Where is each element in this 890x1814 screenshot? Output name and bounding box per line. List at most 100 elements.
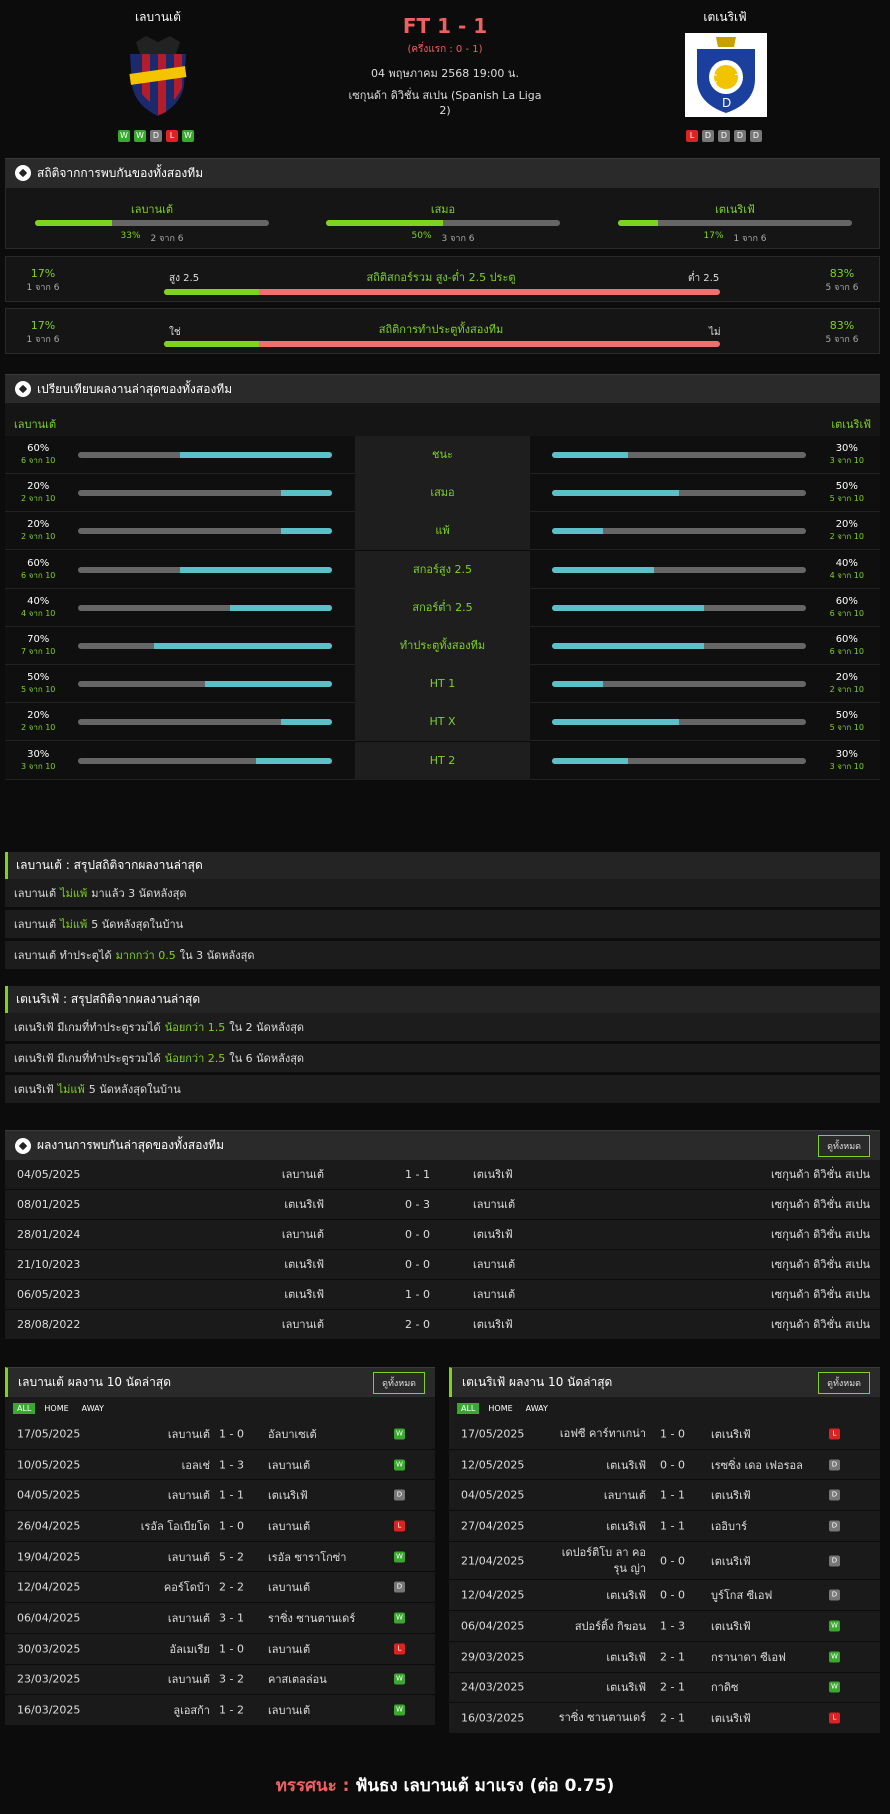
- home-team: ราซิ่ง ซานตานเดร์: [558, 1711, 646, 1725]
- result-badge: W: [394, 1459, 405, 1471]
- match-date: 10/05/2025: [17, 1458, 81, 1472]
- result-badge: D: [394, 1581, 405, 1593]
- table-row: 12/05/2025 เตเนริเฟ้ 0 - 0 เรซซิ่ง เดอ เฟอร…: [449, 1449, 880, 1481]
- score: 1 - 1: [660, 1519, 685, 1533]
- away-count: 6 จาก 10: [829, 647, 864, 656]
- bar-fill: [326, 220, 443, 226]
- compare-home-side: 50% 5 จาก 10: [5, 665, 355, 704]
- score: 1 - 0: [219, 1427, 244, 1441]
- tab-away[interactable]: AWAY: [81, 1403, 104, 1413]
- compare-row: 50% 5 จาก 10 HT 1 20% 2 จาก 10: [5, 665, 880, 704]
- tab-home[interactable]: HOME: [488, 1403, 513, 1413]
- away-last10-header: เตเนริเฟ้ ผลงาน 10 นัดล่าสุด ดูทั้งหมด: [449, 1367, 880, 1397]
- home-team: เตเนริเฟ้: [606, 1681, 646, 1695]
- bar-fill: [552, 604, 705, 611]
- away-team: อัลบาเซเต้: [268, 1427, 317, 1441]
- match-date: 16/03/2025: [17, 1703, 81, 1717]
- score: 1 - 1: [660, 1488, 685, 1502]
- away-pct: 40%: [835, 557, 858, 569]
- away-team: เลบานเต้: [473, 1258, 516, 1271]
- home-team: เตเนริเฟ้: [284, 1258, 324, 1271]
- home-bar: [78, 490, 332, 497]
- match-date: 12/04/2025: [461, 1588, 525, 1602]
- view-all-button[interactable]: ดูทั้งหมด: [818, 1372, 870, 1394]
- bar-fill: [281, 719, 332, 726]
- summary-text: เตเนริเฟ้ มีเกมที่ทำประตูรวมได้: [14, 1021, 161, 1034]
- compare-away-label: เตเนริเฟ้: [831, 418, 871, 431]
- home-team: เตเนริเฟ้: [284, 1198, 324, 1211]
- away-team: เลบานเต้: [473, 1198, 516, 1211]
- home-team: เอลเช่: [181, 1458, 210, 1472]
- summary-text: ใน 3 นัดหลังสุด: [179, 949, 255, 962]
- tab-all[interactable]: ALL: [457, 1402, 480, 1414]
- home-count: 5 จาก 10: [21, 685, 56, 695]
- compare-away-side: 40% 4 จาก 10: [530, 550, 880, 589]
- compare-row: 70% 7 จาก 10 ทำประตูทั้งสองทีม 60% 6 จาก 10: [5, 627, 880, 665]
- bar-fill: [230, 604, 332, 611]
- summary-text: เลบานเต้: [14, 887, 57, 900]
- home-stat: 60% 6 จาก 10: [21, 443, 55, 467]
- result-badge: W: [829, 1651, 840, 1663]
- compare-away-side: 60% 6 จาก 10: [530, 627, 880, 665]
- result-badge: W: [394, 1428, 405, 1440]
- form-badge: D: [150, 130, 162, 142]
- view-all-button[interactable]: ดูทั้งหมด: [818, 1135, 870, 1157]
- recent-h2h: ผลงานการพบกันล่าสุดของทั้งสองทีม ดูทั้งห…: [5, 1130, 880, 1340]
- home-team: เอฟซี คาร์ทาเกน่า: [559, 1426, 646, 1440]
- away-bar: [552, 643, 806, 649]
- yes-label: ใช่: [169, 327, 181, 338]
- football-icon: [15, 1137, 31, 1154]
- match-date: 28/08/2022: [17, 1318, 81, 1331]
- table-row: 04/05/2025 เลบานเต้ 1 - 1 เตเนริเฟ้ D: [5, 1480, 435, 1512]
- compare-home-side: 20% 2 จาก 10: [5, 474, 355, 513]
- bar-fill: [35, 220, 113, 226]
- score: 1 - 2: [219, 1703, 244, 1717]
- away-team: เลบานเต้: [268, 1519, 311, 1533]
- home-team: เดปอร์ติโบ ลา คอรุน ญ่า: [561, 1545, 646, 1575]
- home-stat: 40% 4 จาก 10: [21, 596, 55, 620]
- table-row: 06/04/2025 เลบานเต้ 3 - 1 ราซิ่ง ซานตานเดร์…: [5, 1603, 435, 1634]
- table-row: 17/05/2025 เอฟซี คาร์ทาเกน่า 1 - 0 เตเนริเฟ…: [449, 1419, 880, 1450]
- home-count: 6 จาก 10: [21, 456, 56, 465]
- section-title: เลบานเต้ ผลงาน 10 นัดล่าสุด: [18, 1375, 172, 1389]
- away-count: 3 จาก 10: [829, 456, 864, 465]
- away-pct: 20%: [835, 672, 858, 684]
- away-bar: [552, 719, 806, 726]
- svg-text:C: C: [709, 72, 717, 86]
- compare-header: เปรียบเทียบผลงานล่าสุดของทั้งสองทีม: [5, 374, 880, 403]
- under-label: ต่ำ 2.5: [688, 273, 720, 284]
- score: 2 - 0: [405, 1318, 430, 1331]
- home-bar: [78, 681, 332, 688]
- score: 3 - 1: [219, 1611, 244, 1625]
- bar-fill: [164, 289, 259, 295]
- compare-row: 40% 4 จาก 10 สกอร์ต่ำ 2.5 60% 6 จาก 10: [5, 588, 880, 627]
- count: 2 จาก 6: [150, 234, 184, 244]
- home-count: 2 จาก 10: [21, 723, 56, 733]
- table-row: 12/04/2025 คอร์โดบ้า 2 - 2 เลบานเต้ D: [5, 1572, 435, 1604]
- summary-highlight: น้อยกว่า 2.5: [164, 1052, 226, 1065]
- away-team: เตเนริเฟ้: [473, 1228, 513, 1241]
- home-bar: [78, 528, 332, 535]
- bar-fill: [552, 452, 629, 458]
- tab-home[interactable]: HOME: [44, 1403, 69, 1413]
- match-date: 04/05/2025: [17, 1168, 81, 1181]
- home-bar: [78, 452, 332, 458]
- compare-home-side: 40% 4 จาก 10: [5, 588, 355, 627]
- home-count: 7 จาก 10: [21, 647, 56, 656]
- away-pct: 60%: [835, 595, 858, 607]
- away-stat: 50% 5 จาก 10: [830, 481, 864, 505]
- filter-tabs: ALL HOME AWAY: [449, 1397, 880, 1419]
- result-badge: W: [394, 1673, 405, 1685]
- view-all-button[interactable]: ดูทั้งหมด: [373, 1372, 425, 1394]
- tab-all[interactable]: ALL: [13, 1402, 36, 1414]
- match-date: 12/05/2025: [461, 1458, 525, 1472]
- compare-home-label: เลบานเต้: [14, 418, 57, 431]
- section-title: เปรียบเทียบผลงานล่าสุดของทั้งสองทีม: [37, 381, 233, 396]
- away-team: เลบานเต้: [473, 1288, 516, 1301]
- no-count: 5 จาก 6: [825, 335, 859, 345]
- score: 0 - 0: [660, 1554, 685, 1568]
- bar-fill: [154, 643, 332, 649]
- match-date: 16/03/2025: [461, 1711, 525, 1725]
- tab-away[interactable]: AWAY: [525, 1403, 548, 1413]
